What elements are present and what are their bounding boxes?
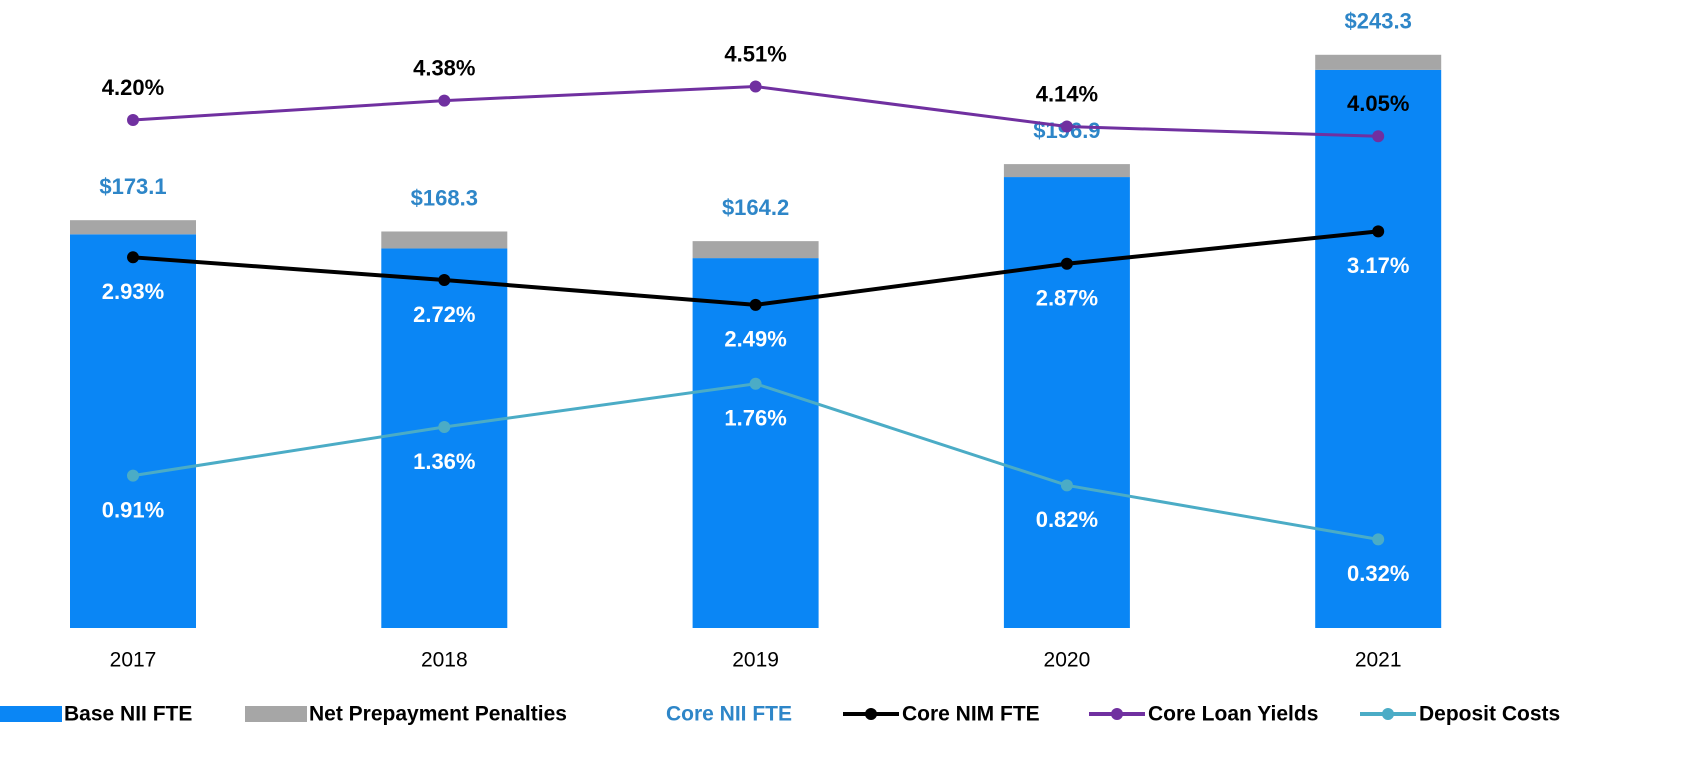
line-point bbox=[1372, 225, 1385, 238]
total-label: $164.2 bbox=[722, 195, 789, 220]
line-point bbox=[1372, 533, 1385, 546]
bar-segment bbox=[1003, 164, 1130, 178]
data-label: 3.17% bbox=[1347, 253, 1409, 278]
legend-label: Net Prepayment Penalties bbox=[309, 703, 567, 726]
bar-segment bbox=[692, 258, 819, 628]
x-tick-label: 2017 bbox=[110, 649, 157, 672]
line-point bbox=[127, 469, 139, 482]
line-point bbox=[1060, 479, 1073, 492]
data-label: 0.82% bbox=[1036, 507, 1098, 532]
total-label: $173.1 bbox=[99, 174, 166, 199]
bar-segment bbox=[70, 234, 196, 629]
bar-segment bbox=[381, 248, 508, 628]
legend-swatch-point bbox=[865, 708, 877, 720]
legend-swatch-point bbox=[1111, 708, 1123, 720]
data-label: 4.14% bbox=[1036, 81, 1098, 106]
legend-label: Core Loan Yields bbox=[1148, 703, 1318, 726]
x-tick-label: 2021 bbox=[1355, 649, 1402, 672]
line-point bbox=[749, 377, 762, 390]
legend-label: Deposit Costs bbox=[1419, 703, 1560, 726]
line-point bbox=[127, 251, 139, 264]
total-label: $168.3 bbox=[411, 185, 478, 210]
legend-label: Core NII FTE bbox=[666, 703, 792, 726]
line-point bbox=[127, 114, 139, 127]
bar-segment bbox=[70, 220, 196, 235]
line-point bbox=[749, 80, 762, 93]
x-tick-label: 2019 bbox=[732, 649, 779, 672]
line-point bbox=[438, 420, 451, 433]
data-label: 4.51% bbox=[724, 41, 786, 66]
data-label: 4.20% bbox=[102, 75, 164, 100]
bar-segment bbox=[1003, 177, 1130, 629]
data-label: 4.38% bbox=[413, 55, 475, 80]
total-label: $243.3 bbox=[1345, 9, 1412, 34]
legend-label: Base NII FTE bbox=[64, 703, 192, 726]
bar-segment bbox=[381, 231, 508, 249]
bar-segment bbox=[1315, 54, 1442, 70]
data-label: 2.93% bbox=[102, 279, 164, 304]
line bbox=[132, 85, 1379, 138]
data-label: 2.72% bbox=[413, 302, 475, 327]
data-label: 0.32% bbox=[1347, 561, 1409, 586]
data-label: 1.76% bbox=[724, 406, 786, 431]
data-label: 1.36% bbox=[413, 449, 475, 474]
legend-swatch bbox=[245, 706, 307, 722]
line-point bbox=[438, 94, 451, 107]
line-point bbox=[438, 274, 451, 287]
data-label: 2.49% bbox=[724, 327, 786, 352]
line-point bbox=[749, 298, 762, 311]
line-point bbox=[1060, 120, 1073, 133]
legend-swatch bbox=[0, 706, 62, 722]
line-point bbox=[1060, 257, 1073, 270]
bar-segment bbox=[692, 241, 819, 259]
data-label: 0.91% bbox=[102, 497, 164, 522]
x-tick-label: 2020 bbox=[1044, 649, 1091, 672]
line-point bbox=[1372, 130, 1385, 143]
legend-label: Core NIM FTE bbox=[902, 703, 1040, 726]
legend-swatch-point bbox=[1382, 708, 1394, 720]
data-label: 2.87% bbox=[1036, 286, 1098, 311]
data-label: 4.05% bbox=[1347, 91, 1409, 116]
x-tick-label: 2018 bbox=[421, 649, 468, 672]
